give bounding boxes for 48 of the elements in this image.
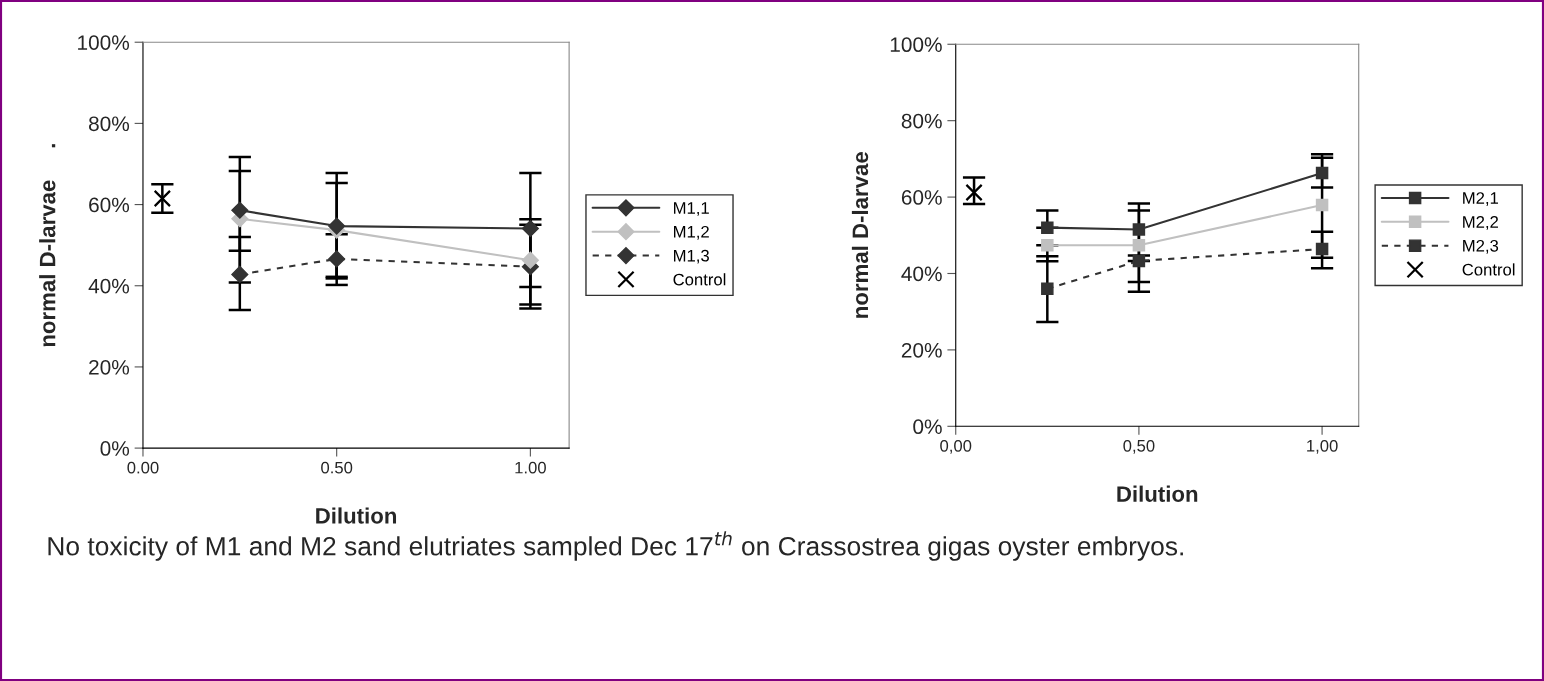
y-tick-label: 40% xyxy=(901,266,942,282)
y-tick-label: 0% xyxy=(913,419,942,435)
point xyxy=(1315,242,1329,256)
text: No toxicity of M1 and M2 sand elutriates sampled Dec 17$^{th}$ on Crassostrea gigas oyster embryos. xyxy=(48,531,1183,561)
x-tick-label: 0,50 xyxy=(1123,439,1155,454)
point xyxy=(1041,238,1054,252)
point xyxy=(1132,223,1146,236)
point xyxy=(328,217,346,235)
x-axis-title: Dilution xyxy=(316,507,397,524)
y-axis-title: normal D-larvae xyxy=(851,152,869,318)
y-tick-label: 80% xyxy=(88,116,130,132)
legend-label: Control xyxy=(1462,263,1515,276)
y-tick-label: 100% xyxy=(78,35,130,50)
y-tick-label: 0% xyxy=(100,441,130,456)
legend-label: M2,1 xyxy=(1463,192,1499,206)
x-tick-label: 1.00 xyxy=(515,461,546,474)
point xyxy=(328,250,346,268)
x-tick-label: 1,00 xyxy=(1307,439,1338,454)
point xyxy=(1132,254,1146,268)
y-tick-label: 20% xyxy=(89,359,130,375)
x-tick-label: 0.00 xyxy=(127,461,159,474)
y-tick-label: 20% xyxy=(901,342,942,358)
legend-label: Control xyxy=(673,273,726,286)
point xyxy=(231,201,249,219)
point xyxy=(231,265,249,283)
point xyxy=(521,219,539,238)
point xyxy=(1041,282,1054,296)
x-axis-title: Dilution xyxy=(1117,485,1198,502)
y-tick-label: 80% xyxy=(901,113,942,129)
point xyxy=(1132,238,1146,252)
point xyxy=(153,189,172,208)
legend-label: M1,1 xyxy=(674,202,709,216)
x-tick-label: 0.50 xyxy=(321,461,353,474)
point xyxy=(965,183,983,202)
point xyxy=(521,251,539,269)
legend-label: M2,3 xyxy=(1463,239,1499,254)
x-tick-label: 0,00 xyxy=(940,439,972,454)
legend-label: M1,3 xyxy=(674,249,709,264)
y-tick-label: 60% xyxy=(89,197,130,213)
legend-label: M2,2 xyxy=(1463,216,1498,230)
point xyxy=(1315,166,1329,180)
y-axis-title: normal D-larvae . xyxy=(39,144,56,347)
y-tick-label: 60% xyxy=(901,190,942,205)
point xyxy=(1315,198,1329,212)
y-tick-label: 100% xyxy=(890,37,942,53)
legend-label: M1,2 xyxy=(674,225,709,240)
y-tick-label: 40% xyxy=(88,278,130,294)
point xyxy=(1041,221,1054,234)
